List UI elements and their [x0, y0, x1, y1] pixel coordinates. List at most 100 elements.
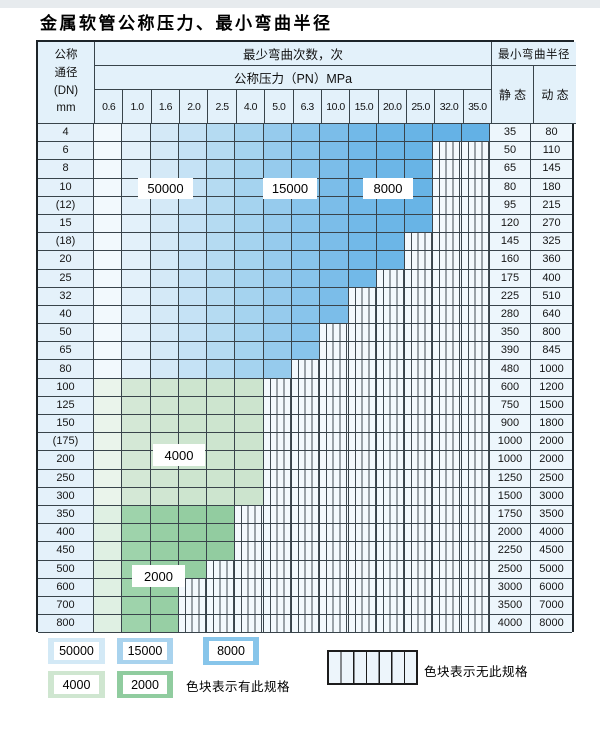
spec-cell: [178, 560, 208, 579]
no-spec-cell: [263, 505, 292, 525]
legend-swatch-2000: 2000: [117, 671, 173, 698]
spec-cell: [376, 124, 406, 143]
dynamic-radius-cell: 510: [531, 287, 572, 306]
spec-cell: [122, 287, 151, 306]
legend-no-spec-swatch: [327, 650, 418, 685]
static-radius-cell: 145: [490, 233, 531, 252]
spec-cell: [235, 378, 264, 397]
no-spec-cell: [376, 415, 406, 434]
dynamic-radius-cell: 2000: [531, 451, 572, 470]
spec-cell: [348, 233, 377, 252]
spec-cell: [122, 378, 151, 397]
spec-cell: [263, 305, 292, 325]
spec-cell: [178, 160, 208, 179]
no-spec-cell: [461, 269, 490, 288]
static-radius-cell: 1250: [490, 469, 531, 488]
spec-cell: [94, 542, 123, 561]
spec-cell: [122, 396, 151, 415]
no-spec-cell: [461, 196, 490, 215]
table-row: 20 160 360: [38, 251, 572, 270]
no-spec-cell: [405, 560, 434, 579]
spec-cell: [235, 451, 264, 470]
no-spec-cell: [461, 560, 490, 579]
no-spec-cell: [461, 287, 490, 306]
dynamic-radius-cell: 2000: [531, 433, 572, 452]
legend-swatch-label: 4000: [54, 675, 99, 694]
spec-cell: [263, 142, 292, 161]
no-spec-cell: [405, 451, 434, 470]
spec-cell: [122, 269, 151, 288]
spec-cell: [405, 160, 434, 179]
dynamic-radius-cell: 3500: [531, 505, 572, 525]
no-spec-cell: [235, 505, 264, 525]
spec-cell: [348, 124, 377, 143]
dn-cell: 600: [38, 578, 94, 597]
legend-swatch-label: 2000: [123, 675, 167, 694]
no-spec-cell: [292, 578, 321, 597]
spec-cell: [94, 415, 123, 434]
spec-cell: [376, 251, 406, 270]
no-spec-cell: [320, 596, 349, 616]
no-spec-cell: [433, 596, 462, 616]
spec-cell: [122, 451, 151, 470]
spec-cell: [405, 214, 434, 234]
no-spec-cell: [461, 160, 490, 179]
spec-cell: [235, 178, 264, 197]
dynamic-radius-cell: 400: [531, 269, 572, 288]
spec-cell: [150, 415, 179, 434]
static-radius-cell: 600: [490, 378, 531, 397]
spec-cell: [235, 160, 264, 179]
no-spec-cell: [263, 378, 292, 397]
no-spec-cell: [376, 269, 406, 288]
table-row: 500 2500 5000: [38, 560, 572, 579]
spec-cell: [207, 433, 236, 452]
spec-cell: [348, 269, 377, 288]
dynamic-radius-cell: 110: [531, 142, 572, 161]
no-spec-cell: [178, 596, 208, 616]
cycles-zone-label-15000: 15000: [263, 178, 317, 199]
dynamic-radius-cell: 7000: [531, 596, 572, 616]
static-radius-cell: 4000: [490, 615, 531, 634]
spec-cell: [150, 214, 179, 234]
no-spec-cell: [320, 524, 349, 543]
no-spec-cell: [405, 505, 434, 525]
no-spec-cell: [405, 524, 434, 543]
dn-header-line: mm: [56, 102, 76, 115]
static-radius-cell: 175: [490, 269, 531, 288]
no-spec-cell: [433, 560, 462, 579]
no-spec-cell: [433, 160, 462, 179]
dn-header-line: 公称: [54, 48, 78, 61]
no-spec-cell: [320, 342, 349, 361]
table-row: 4 35 80: [38, 124, 572, 143]
dynamic-radius-cell: 6000: [531, 578, 572, 597]
spec-cell: [150, 269, 179, 288]
no-spec-cell: [405, 269, 434, 288]
spec-cell: [207, 324, 236, 343]
spec-cell: [235, 487, 264, 506]
static-radius-cell: 120: [490, 214, 531, 234]
no-spec-cell: [348, 396, 377, 415]
legend-swatch-15000: 15000: [117, 638, 173, 664]
dynamic-radius-cell: 1000: [531, 360, 572, 379]
no-spec-cell: [292, 615, 321, 634]
no-spec-cell: [348, 451, 377, 470]
spec-cell: [376, 233, 406, 252]
static-radius-cell: 390: [490, 342, 531, 361]
no-spec-cell: [263, 469, 292, 488]
spec-cell: [320, 214, 349, 234]
spec-cell: [94, 142, 123, 161]
spec-cell: [292, 160, 321, 179]
no-spec-cell: [235, 560, 264, 579]
pressure-column-headers: 0.6 1.0 1.6 2.0 2.5 4.0 5.0 6.3 10.0 15.0 20.0 25.0…: [95, 90, 492, 124]
no-spec-cell: [292, 433, 321, 452]
spec-cell: [376, 142, 406, 161]
no-spec-cell: [320, 560, 349, 579]
no-spec-cell: [178, 578, 208, 597]
spec-cell: [122, 342, 151, 361]
spec-cell: [94, 487, 123, 506]
table-row: 100 600 1200: [38, 378, 572, 397]
spec-cell: [376, 214, 406, 234]
dn-column-header: 公称 通径 (DN) mm: [38, 42, 95, 124]
static-radius-cell: 2250: [490, 542, 531, 561]
